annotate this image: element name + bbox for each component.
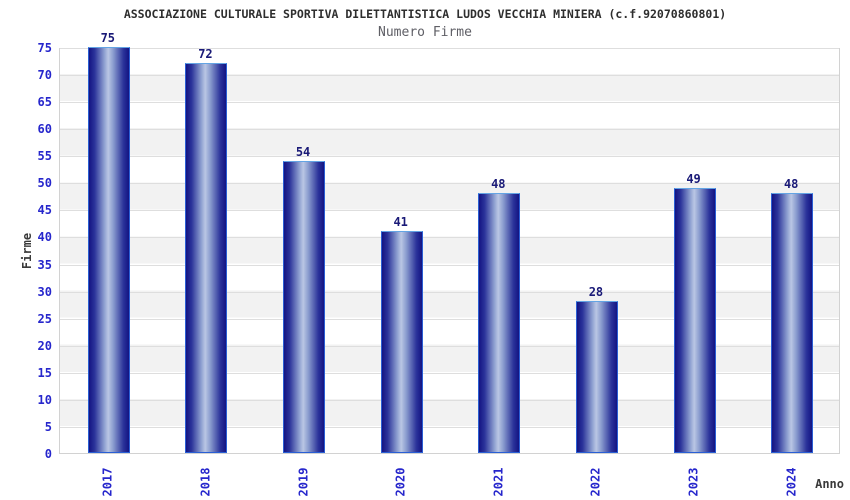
x-tick-label-2019: 2019 xyxy=(296,467,311,497)
x-axis-label: Anno xyxy=(815,477,844,491)
bar-2021 xyxy=(478,193,521,453)
bar-2020 xyxy=(380,231,423,453)
plot-area xyxy=(59,47,840,454)
y-tick-label: 10 xyxy=(37,392,52,407)
bar-value-label: 72 xyxy=(198,47,213,61)
x-tick-label-2021: 2021 xyxy=(491,467,506,497)
gridline xyxy=(60,183,839,185)
chart-subtitle: Numero Firme xyxy=(378,25,472,40)
gridline xyxy=(60,264,839,266)
bar-value-label: 41 xyxy=(393,215,408,229)
gridline xyxy=(60,345,839,347)
bar-2024 xyxy=(771,193,814,453)
y-tick-label: 50 xyxy=(37,176,52,191)
y-tick-label: 40 xyxy=(37,230,52,245)
y-tick-label: 5 xyxy=(44,419,52,434)
gridline xyxy=(60,426,839,428)
gridline xyxy=(60,291,839,293)
bar-value-label: 48 xyxy=(491,177,506,191)
y-tick-label: 65 xyxy=(37,95,52,110)
y-tick-label: 30 xyxy=(37,284,52,299)
gridline xyxy=(60,399,839,401)
gridline xyxy=(60,48,839,49)
x-tick-label-2017: 2017 xyxy=(100,467,115,497)
gridline xyxy=(60,237,839,239)
bar-2017 xyxy=(87,47,130,453)
bar-2018 xyxy=(185,63,228,453)
y-tick-label: 75 xyxy=(37,41,52,55)
bar-value-label: 49 xyxy=(686,172,701,186)
gridline xyxy=(60,156,839,158)
y-tick-label: 45 xyxy=(37,203,52,218)
gridline xyxy=(60,210,839,212)
x-tick-label-2023: 2023 xyxy=(686,467,701,497)
chart-title: ASSOCIAZIONE CULTURALE SPORTIVA DILETTAN… xyxy=(123,7,727,21)
bar-2019 xyxy=(283,161,326,453)
bar-value-label: 28 xyxy=(588,285,604,299)
gridline xyxy=(60,102,839,104)
y-tick-label: 60 xyxy=(37,122,52,137)
gridline xyxy=(60,372,839,374)
y-tick-label: 15 xyxy=(37,365,52,380)
y-tick-label: 55 xyxy=(37,149,52,164)
y-tick-label: 20 xyxy=(37,338,52,353)
x-tick-label-2020: 2020 xyxy=(393,467,408,497)
bar-value-label: 75 xyxy=(100,31,116,45)
gridline xyxy=(60,75,839,77)
y-tick-label: 35 xyxy=(37,257,52,272)
gridline xyxy=(60,318,839,320)
y-tick-label: 25 xyxy=(37,311,52,326)
bar-value-label: 48 xyxy=(783,177,799,191)
y-tick-label: 0 xyxy=(44,447,52,461)
x-tick-label-2018: 2018 xyxy=(198,467,213,497)
x-tick-label-2024: 2024 xyxy=(784,467,799,497)
bar-value-label: 54 xyxy=(295,145,311,159)
gridline xyxy=(60,129,839,131)
bar-2023 xyxy=(673,188,716,453)
bar-2022 xyxy=(575,301,618,453)
y-tick-label: 70 xyxy=(37,68,52,83)
x-tick-label-2022: 2022 xyxy=(588,467,603,497)
